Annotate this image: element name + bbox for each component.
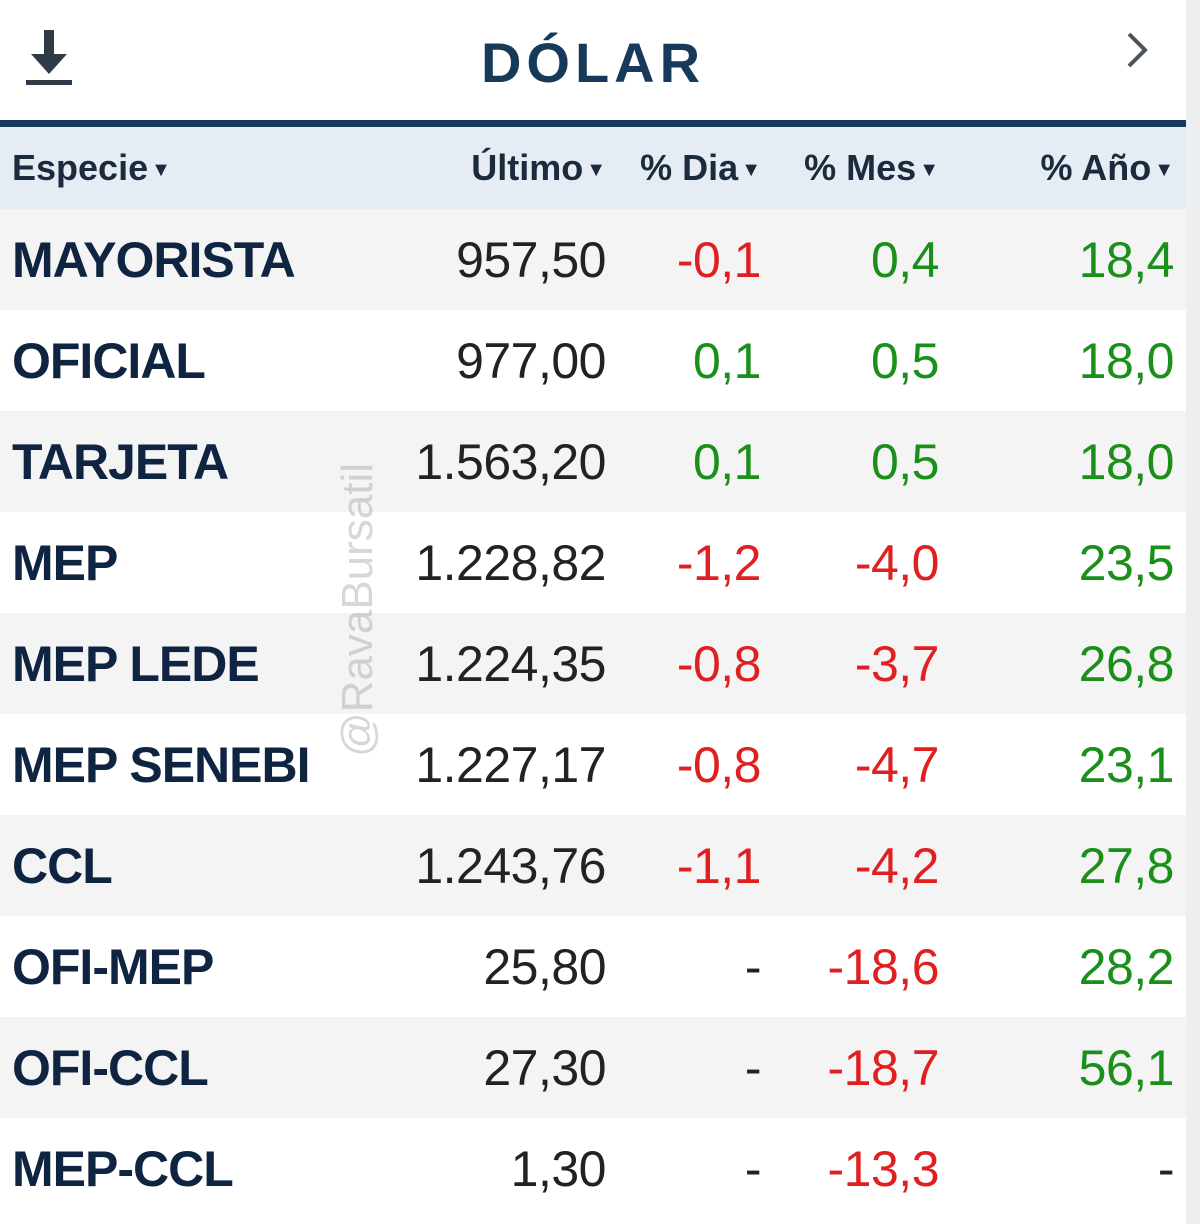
cell-ultimo: 25,80 — [483, 938, 606, 995]
cell-dia: - — [744, 1140, 762, 1197]
table-row[interactable]: CCL 1.243,76 -1,1 -4,2 27,8 — [0, 815, 1186, 916]
cell-ultimo: 1.227,17 — [415, 736, 606, 793]
cell-ultimo: 977,00 — [456, 332, 606, 389]
cell-ultimo: 1,30 — [510, 1140, 607, 1197]
cell-anio: 56,1 — [1078, 1039, 1175, 1096]
cell-dia: 0,1 — [692, 433, 762, 490]
table-row[interactable]: MEP SENEBI 1.227,17 -0,8 -4,7 23,1 — [0, 714, 1186, 815]
table-row[interactable]: OFI-MEP 25,80 - -18,6 28,2 — [0, 916, 1186, 1017]
column-header-dia[interactable]: % Dia ▼ — [640, 147, 761, 188]
table-row[interactable]: TARJETA 1.563,20 0,1 0,5 18,0 — [0, 411, 1186, 512]
cell-dia: -1,1 — [676, 837, 762, 894]
page-title: DÓLAR — [480, 31, 706, 94]
cell-anio: 23,5 — [1078, 534, 1175, 591]
cell-ultimo: 1.228,82 — [415, 534, 606, 591]
panel-header: DÓLAR — [0, 0, 1186, 127]
cell-mes: 0,5 — [870, 332, 940, 389]
cell-mes: -18,6 — [827, 938, 940, 995]
cell-dia: - — [744, 938, 762, 995]
cell-anio: 18,4 — [1078, 231, 1175, 288]
sort-caret-icon: ▼ — [586, 158, 606, 181]
cell-anio: 18,0 — [1078, 332, 1175, 389]
column-header-ultimo[interactable]: Último ▼ — [471, 147, 606, 188]
cell-mes: -3,7 — [854, 635, 940, 692]
table-row[interactable]: OFICIAL 977,00 0,1 0,5 18,0 — [0, 310, 1186, 411]
sort-caret-icon: ▼ — [741, 158, 761, 181]
table-header-row: Especie ▼ Último ▼ % Dia ▼ % Mes ▼ % Año ▼ — [0, 127, 1186, 209]
cell-anio: - — [1157, 1140, 1175, 1197]
cell-especie[interactable]: CCL — [12, 837, 113, 894]
cell-dia: 0,1 — [692, 332, 762, 389]
download-icon[interactable] — [24, 28, 74, 88]
cell-dia: - — [744, 1039, 762, 1096]
cell-dia: -0,1 — [676, 231, 762, 288]
column-header-especie[interactable]: Especie ▼ — [12, 147, 171, 188]
cell-anio: 27,8 — [1078, 837, 1175, 894]
table-body: MAYORISTA 957,50 -0,1 0,4 18,4 OFICIAL 977,00… — [0, 209, 1186, 1219]
column-header-anio[interactable]: % Año ▼ — [1040, 147, 1174, 188]
column-header-mes[interactable]: % Mes ▼ — [804, 147, 939, 188]
cell-ultimo: 27,30 — [483, 1039, 606, 1096]
table-row[interactable]: MAYORISTA 957,50 -0,1 0,4 18,4 — [0, 209, 1186, 310]
cell-mes: -18,7 — [827, 1039, 940, 1096]
cell-especie[interactable]: OFI-CCL — [12, 1039, 209, 1096]
chevron-right-icon[interactable] — [1124, 30, 1150, 70]
table-row[interactable]: MEP LEDE 1.224,35 -0,8 -3,7 26,8 — [0, 613, 1186, 714]
cell-mes: -13,3 — [827, 1140, 940, 1197]
cell-dia: -0,8 — [676, 736, 762, 793]
cell-especie[interactable]: TARJETA — [12, 433, 229, 490]
cell-mes: -4,2 — [854, 837, 940, 894]
cell-mes: -4,7 — [854, 736, 940, 793]
table-row[interactable]: OFI-CCL 27,30 - -18,7 56,1 — [0, 1017, 1186, 1118]
cell-mes: 0,5 — [870, 433, 940, 490]
cell-mes: -4,0 — [854, 534, 940, 591]
dolar-table: Especie ▼ Último ▼ % Dia ▼ % Mes ▼ % Año ▼ MA… — [0, 127, 1186, 1219]
cell-especie[interactable]: MEP SENEBI — [12, 736, 311, 793]
cell-especie[interactable]: MEP — [12, 534, 118, 591]
sort-caret-icon: ▼ — [919, 158, 939, 181]
sort-caret-icon: ▼ — [151, 158, 171, 181]
table-row[interactable]: MEP-CCL 1,30 - -13,3 - — [0, 1118, 1186, 1219]
cell-anio: 23,1 — [1078, 736, 1175, 793]
cell-anio: 26,8 — [1078, 635, 1175, 692]
cell-especie[interactable]: MAYORISTA — [12, 231, 296, 288]
table-row[interactable]: MEP 1.228,82 -1,2 -4,0 23,5 — [0, 512, 1186, 613]
cell-ultimo: 1.243,76 — [415, 837, 606, 894]
cell-ultimo: 1.224,35 — [415, 635, 606, 692]
cell-dia: -1,2 — [676, 534, 762, 591]
cell-especie[interactable]: MEP-CCL — [12, 1140, 234, 1197]
cell-dia: -0,8 — [676, 635, 762, 692]
cell-anio: 28,2 — [1078, 938, 1175, 995]
cell-especie[interactable]: OFICIAL — [12, 332, 206, 389]
cell-especie[interactable]: OFI-MEP — [12, 938, 214, 995]
cell-ultimo: 1.563,20 — [415, 433, 606, 490]
cell-mes: 0,4 — [870, 231, 940, 288]
cell-anio: 18,0 — [1078, 433, 1175, 490]
cell-especie[interactable]: MEP LEDE — [12, 635, 260, 692]
sort-caret-icon: ▼ — [1154, 158, 1174, 181]
cell-ultimo: 957,50 — [456, 231, 606, 288]
